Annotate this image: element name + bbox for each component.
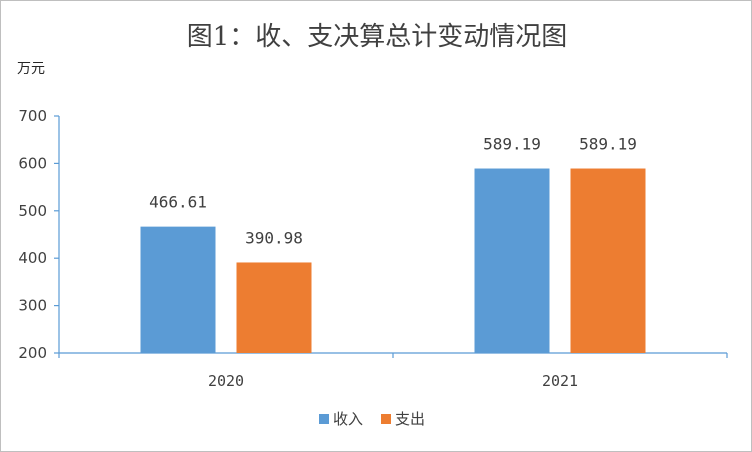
legend-swatch-expense: [381, 414, 391, 424]
legend: 收入 支出: [319, 410, 425, 428]
y-tick-label: 500: [18, 202, 47, 220]
legend-swatch-income: [319, 414, 329, 424]
data-label: 466.61: [149, 193, 207, 212]
bar-expense-2021: [570, 168, 646, 353]
legend-label: 支出: [395, 410, 425, 428]
y-axis: 200 300 400 500 600 700: [18, 107, 60, 362]
y-tick-label: 700: [18, 107, 47, 125]
data-label: 390.98: [245, 228, 303, 247]
data-label: 589.19: [483, 135, 541, 154]
x-category-label: 2020: [208, 372, 244, 390]
bar-income-2020: [140, 226, 216, 353]
x-axis: 2020 2021: [58, 352, 728, 390]
y-tick-label: 400: [18, 249, 47, 267]
y-tick-label: 200: [18, 344, 47, 362]
x-category-label: 2021: [542, 372, 578, 390]
bar-income-2021: [474, 168, 550, 353]
y-tick-label: 300: [18, 297, 47, 315]
bar-series-group: [140, 168, 646, 353]
chart-title: 图1：收、支决算总计变动情况图: [187, 22, 568, 52]
y-tick-label: 600: [18, 154, 47, 172]
data-labels-group: 466.61 390.98 589.19 589.19: [149, 135, 637, 248]
bar-expense-2020: [236, 262, 312, 353]
y-axis-unit-label: 万元: [17, 61, 45, 77]
data-label: 589.19: [579, 135, 637, 154]
legend-label: 收入: [333, 410, 363, 428]
